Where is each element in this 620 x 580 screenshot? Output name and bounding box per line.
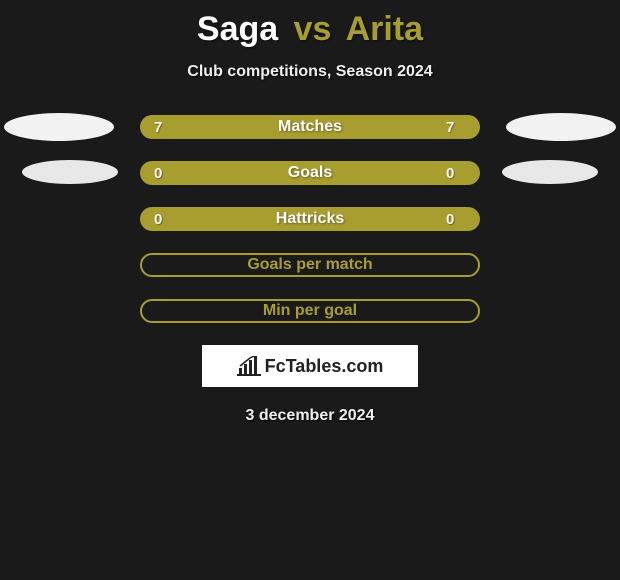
ellipse-icon	[506, 113, 616, 141]
stat-label: Goals per match	[247, 256, 372, 274]
brand-badge[interactable]: FcTables.com	[202, 345, 418, 387]
title-player2: Arita	[346, 10, 423, 48]
title-vs: vs	[294, 10, 332, 48]
stat-bar: Goals per match	[140, 253, 480, 277]
stat-bar: 0 Goals 0	[140, 161, 480, 185]
page-title: Saga vs Arita	[0, 0, 620, 49]
stat-label: Goals	[288, 164, 332, 182]
stat-left-value: 0	[154, 211, 174, 228]
stat-right-value: 7	[446, 119, 466, 136]
title-player1: Saga	[197, 10, 278, 48]
stat-bar: 0 Hattricks 0	[140, 207, 480, 231]
stat-bar: Min per goal	[140, 299, 480, 323]
stat-right-value: 0	[446, 211, 466, 228]
stat-bar: 7 Matches 7	[140, 115, 480, 139]
ellipse-icon	[4, 113, 114, 141]
ellipse-icon	[502, 160, 598, 184]
stat-right-value: 0	[446, 165, 466, 182]
stat-left-value: 7	[154, 119, 174, 136]
stats-container: 7 Matches 7 0 Goals 0 0 Hattricks 0 Goal…	[0, 115, 620, 323]
stat-label: Matches	[278, 118, 342, 136]
stat-row-hattricks: 0 Hattricks 0	[0, 207, 620, 231]
stat-label: Min per goal	[263, 302, 357, 320]
subtitle: Club competitions, Season 2024	[0, 63, 620, 81]
bar-chart-icon	[237, 356, 261, 376]
brand-text: FcTables.com	[265, 356, 384, 377]
footer-date: 3 december 2024	[0, 407, 620, 425]
stat-left-value: 0	[154, 165, 174, 182]
stat-row-min-per-goal: Min per goal	[0, 299, 620, 323]
stat-row-goals: 0 Goals 0	[0, 161, 620, 185]
ellipse-icon	[22, 160, 118, 184]
stat-row-goals-per-match: Goals per match	[0, 253, 620, 277]
stat-label: Hattricks	[276, 210, 344, 228]
stat-row-matches: 7 Matches 7	[0, 115, 620, 139]
